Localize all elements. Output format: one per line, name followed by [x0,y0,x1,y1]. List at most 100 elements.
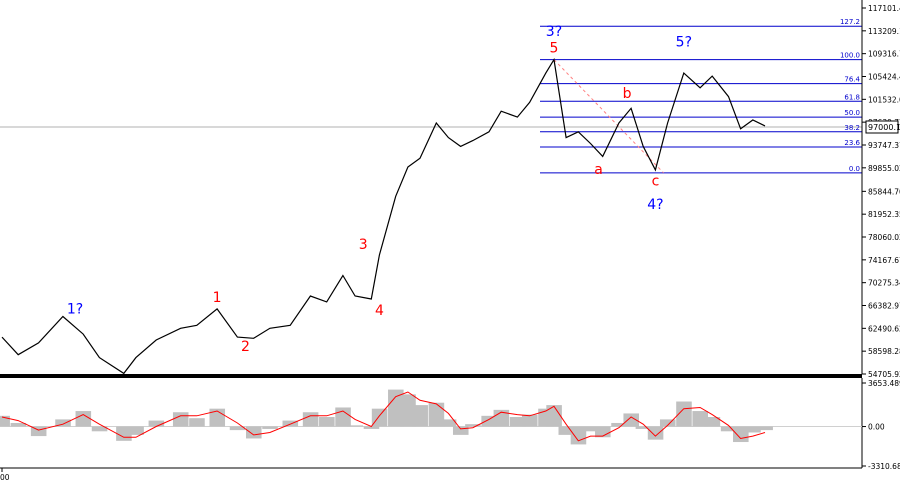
oscillator-signal-line [1,391,766,442]
fibonacci-level-label: 76.4 [844,76,860,84]
oscillator-bar [10,422,27,427]
oscillator-bar [659,419,676,427]
oscillator-bar [635,426,652,429]
price-tick-label: 85844.70 [868,187,900,196]
price-tick-label: 117101.47 [868,4,900,13]
oscillator-bar [546,405,562,427]
price-tick-label: 101532.07 [868,95,900,104]
wave-label: b [623,86,632,102]
oscillator-bar [481,415,497,427]
wave-label: 3 [359,237,368,253]
wave-label: 4? [647,197,663,213]
oscillator-bar [75,411,92,427]
oscillator-bar [55,419,71,427]
fibonacci-layer: 127.2 100.0 76.4 61.8 50.0 38.2 23.6 0.0 [540,18,862,174]
oscillator-bar [465,424,481,427]
oscillator-bar [400,394,416,427]
oscillator-bar [570,426,587,445]
wave-label: 1 [213,290,222,306]
time-axis-ticks: 0014 Aug 08:0025 Aug 00:004 Sep 16:0015 … [0,468,10,482]
price-tick-label: 89855.02 [868,164,900,173]
fibonacci-level-label: 0.0 [849,165,860,173]
current-price-label: 97000.14 [868,123,900,132]
fibonacci-level-label: 127.2 [840,18,860,26]
price-tick-label: 58598.28 [868,347,900,356]
oscillator-bar [229,426,246,431]
fibonacci-level-label: 23.6 [844,139,860,147]
fibonacci-level-label: 50.0 [844,109,860,117]
price-tick-label: 66382.97 [868,302,900,311]
oscillator-panel: 3653.489 0.00 -3310.68 [0,378,900,471]
oscillator-bar [704,417,721,427]
oscillator-bar [363,426,380,429]
price-panel: 127.2 100.0 76.4 61.8 50.0 38.2 23.6 0.0 1? 2 1 3 4… [0,0,900,379]
price-tick-label: 54705.92 [868,370,900,379]
oscillator-bar [335,407,351,427]
oscillator-tick-label: -3310.68 [868,462,900,471]
trend-diagonal-line [553,59,664,174]
price-tick-label: 62490.62 [868,324,900,333]
price-tick-label: 81952.35 [868,210,900,219]
oscillator-bar [745,426,761,433]
oscillator-bar [647,426,664,440]
oscillator-bar [371,408,388,427]
oscillator-bar [452,426,469,435]
price-tick-label: 78060.02 [868,233,900,242]
oscillator-axis-ticks: 3653.489 0.00 -3310.68 [862,379,900,471]
oscillator-bar [347,425,364,427]
oscillator-bar [623,413,639,427]
oscillator-bar [0,415,10,427]
wave-label: c [652,174,660,190]
price-tick-label: 105424.44 [868,72,900,81]
oscillator-bar [440,419,457,427]
oscillator-histogram [0,389,773,445]
oscillator-bar [611,422,627,427]
oscillator-bar [676,401,692,427]
oscillator-bar [319,417,335,427]
oscillator-tick-label: 0.00 [868,423,885,432]
oscillator-bar [172,412,189,427]
panel-separator [0,374,862,378]
price-tick-label: 74167.67 [868,256,900,265]
wave-labels-layer: 1? 2 1 3 4 3?5 a b c 4? 5? [67,24,692,355]
price-tick-label: 109316.77 [868,50,900,59]
price-tick-label: 113209.12 [868,27,900,36]
wave-label: 4 [375,303,384,319]
price-series-line [1,57,766,375]
oscillator-bar [692,411,708,427]
oscillator-bar [582,426,599,432]
current-price-box [865,120,899,134]
time-tick-label: 00 [0,473,10,482]
oscillator-bar [558,426,575,435]
oscillator-bar [509,417,526,427]
oscillator-bar [128,426,144,435]
oscillator-bar [521,414,538,427]
oscillator-bar [30,426,47,437]
oscillator-bar [412,405,428,427]
wave-label: 1? [67,302,83,318]
oscillator-bar [245,426,262,439]
price-tick-label: 93747.37 [868,141,900,150]
wave-label: 5? [676,35,692,51]
oscillator-bar [757,426,773,431]
oscillator-bar [189,418,205,427]
price-tick-label: 70275.34 [868,279,900,288]
wave-label: 3? [546,24,562,40]
price-panel-background [0,0,862,374]
price-axis-ticks: 117101.47 113209.12 109316.77 105424.44 1015… [862,4,900,379]
fibonacci-level-label: 38.2 [844,124,860,132]
oscillator-bar [262,426,278,429]
wave-label: 2 [241,339,250,355]
oscillator-bar [91,426,108,432]
fibonacci-level-label: 100.0 [840,52,860,60]
oscillator-bar [388,389,404,427]
oscillator-bar [720,426,737,432]
oscillator-bar [595,426,611,438]
fibonacci-level-label: 61.8 [844,93,860,101]
oscillator-tick-label: 3653.489 [868,379,900,388]
wave-label: a [594,162,603,178]
wave-label: 5 [549,41,558,57]
oscillator-bar [302,412,319,427]
